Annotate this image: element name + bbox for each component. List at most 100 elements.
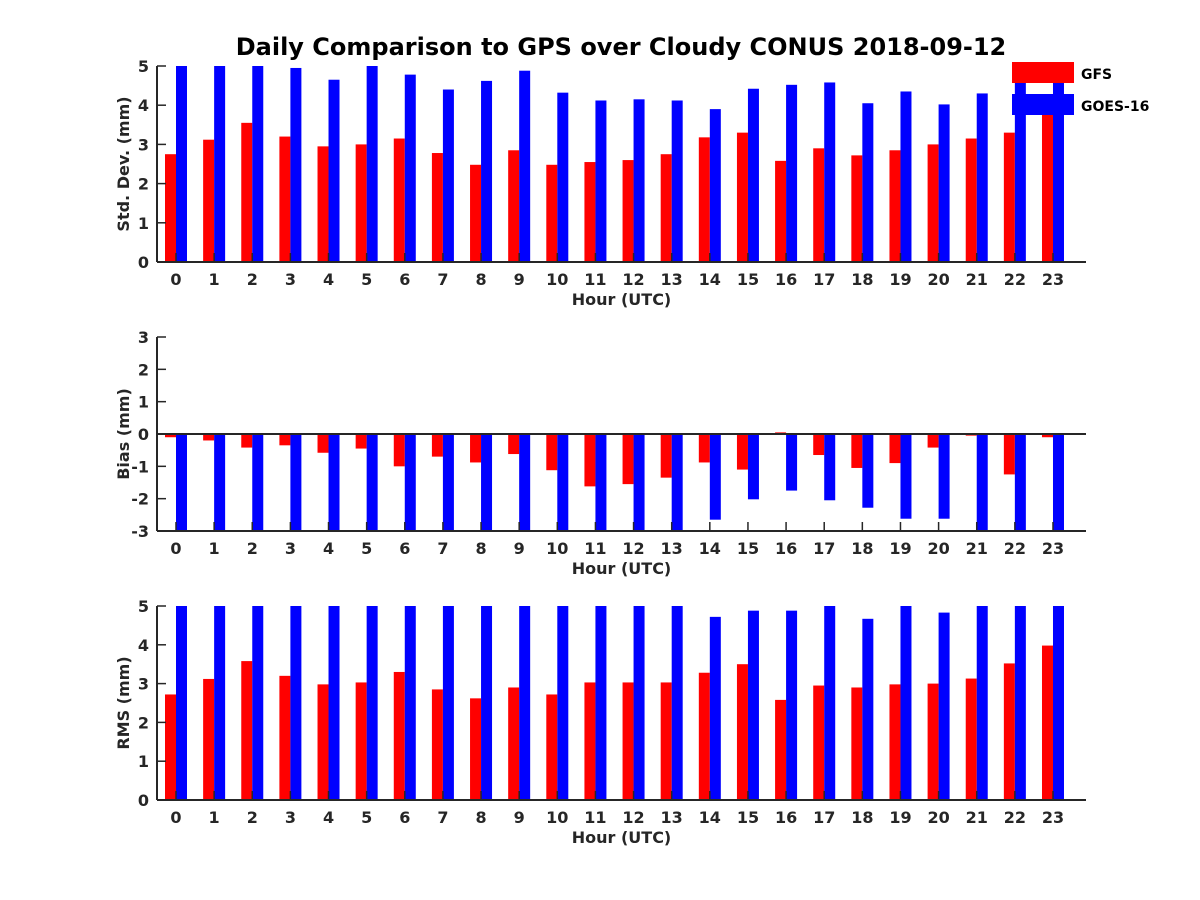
- bar-goes16-hour-7: [442, 434, 454, 531]
- x-tick-label: 13: [661, 539, 683, 558]
- bar-gfs-hour-15: [736, 132, 748, 262]
- bar-gfs-hour-2: [241, 661, 253, 800]
- bar-goes16-hour-18: [862, 618, 874, 800]
- bar-gfs-hour-4: [317, 684, 329, 800]
- bar-gfs-hour-2: [241, 434, 253, 448]
- bar-gfs-hour-15: [736, 434, 748, 470]
- x-tick-label: 2: [247, 808, 258, 827]
- bar-gfs-hour-17: [813, 434, 825, 456]
- legend-label-gfs: GFS: [1081, 67, 1112, 83]
- x-tick-label: 23: [1042, 808, 1064, 827]
- y-tick-label: 3: [138, 328, 149, 347]
- bar-goes16-hour-9: [519, 606, 531, 800]
- bar-goes16-hour-1: [214, 434, 226, 531]
- bar-goes16-hour-19: [900, 606, 912, 800]
- bar-gfs-hour-8: [470, 164, 482, 262]
- x-tick-label: 23: [1042, 539, 1064, 558]
- x-tick-label: 3: [285, 539, 296, 558]
- bar-goes16-hour-15: [747, 434, 759, 500]
- x-tick-label: 7: [437, 270, 448, 289]
- bar-goes16-hour-13: [671, 100, 683, 262]
- x-tick-label: 7: [437, 808, 448, 827]
- x-tick-label: 2: [247, 539, 258, 558]
- bar-goes16-hour-8: [481, 606, 493, 800]
- bar-gfs-hour-13: [660, 434, 672, 478]
- bar-goes16-hour-19: [900, 91, 912, 262]
- y-tick-label: -2: [131, 490, 149, 509]
- x-tick-label: 19: [889, 539, 911, 558]
- bar-gfs-hour-6: [393, 434, 405, 467]
- bar-goes16-hour-23: [1052, 77, 1064, 262]
- bar-gfs-hour-8: [470, 698, 482, 800]
- bar-goes16-hour-17: [824, 434, 836, 501]
- bar-goes16-hour-10: [557, 92, 569, 262]
- bar-goes16-hour-14: [709, 434, 721, 520]
- bar-goes16-hour-7: [442, 606, 454, 800]
- x-tick-label: 6: [399, 539, 410, 558]
- bar-gfs-hour-9: [508, 687, 520, 800]
- bar-gfs-hour-1: [203, 139, 215, 262]
- x-tick-label: 16: [775, 270, 797, 289]
- bar-goes16-hour-5: [366, 66, 378, 262]
- bar-gfs-hour-11: [584, 434, 596, 487]
- bar-gfs-hour-5: [355, 434, 367, 449]
- x-tick-label: 18: [851, 539, 873, 558]
- bar-gfs-hour-22: [1003, 434, 1015, 475]
- bar-gfs-hour-17: [813, 685, 825, 800]
- x-tick-label: 1: [209, 270, 220, 289]
- bar-goes16-hour-22: [1014, 66, 1026, 262]
- y-tick-label: 3: [138, 135, 149, 154]
- bar-goes16-hour-18: [862, 434, 874, 508]
- x-tick-label: 20: [927, 270, 949, 289]
- x-tick-label: 14: [699, 808, 721, 827]
- bar-gfs-hour-5: [355, 682, 367, 800]
- y-tick-label: 5: [138, 57, 149, 76]
- bar-goes16-hour-8: [481, 80, 493, 262]
- bar-gfs-hour-20: [927, 683, 939, 800]
- x-tick-label: 9: [514, 270, 525, 289]
- y-tick-label: 1: [138, 214, 149, 233]
- x-tick-label: 5: [361, 539, 372, 558]
- bar-goes16-hour-5: [366, 434, 378, 531]
- bar-gfs-hour-21: [965, 138, 977, 262]
- bar-gfs-hour-12: [622, 434, 634, 485]
- y-tick-label: 0: [138, 425, 149, 444]
- x-tick-label: 12: [622, 270, 644, 289]
- bar-goes16-hour-2: [252, 66, 264, 262]
- bar-goes16-hour-23: [1052, 606, 1064, 800]
- bar-goes16-hour-0: [176, 606, 187, 800]
- bar-gfs-hour-7: [431, 434, 443, 457]
- bar-gfs-hour-20: [927, 434, 939, 448]
- x-tick-label: 7: [437, 539, 448, 558]
- bar-gfs-hour-0: [165, 434, 176, 438]
- bar-gfs-hour-5: [355, 144, 367, 262]
- bar-goes16-hour-15: [747, 88, 759, 263]
- x-tick-label: 11: [584, 270, 606, 289]
- bar-gfs-hour-0: [165, 694, 176, 800]
- bar-gfs-hour-19: [889, 150, 901, 262]
- bar-gfs-hour-13: [660, 682, 672, 800]
- legend: GFS GOES-16: [1012, 62, 1149, 115]
- bar-gfs-hour-22: [1003, 132, 1015, 262]
- x-tick-label: 19: [889, 808, 911, 827]
- x-tick-label: 0: [170, 270, 181, 289]
- bar-gfs-hour-12: [622, 682, 634, 800]
- x-tick-label: 5: [361, 808, 372, 827]
- bar-gfs-hour-3: [279, 136, 291, 262]
- bar-goes16-hour-5: [366, 606, 378, 800]
- bar-gfs-hour-16: [775, 699, 787, 800]
- bar-gfs-hour-3: [279, 675, 291, 800]
- bar-goes16-hour-13: [671, 606, 683, 800]
- bar-goes16-hour-12: [633, 99, 645, 262]
- bar-goes16-hour-12: [633, 606, 645, 800]
- x-tick-label: 17: [813, 539, 835, 558]
- x-tick-label: 18: [851, 808, 873, 827]
- bar-goes16-hour-11: [595, 606, 607, 800]
- x-tick-label: 4: [323, 539, 334, 558]
- bar-goes16-hour-6: [404, 74, 416, 263]
- y-tick-label: -3: [131, 522, 149, 541]
- bar-goes16-hour-0: [176, 66, 187, 262]
- x-tick-label: 14: [699, 270, 721, 289]
